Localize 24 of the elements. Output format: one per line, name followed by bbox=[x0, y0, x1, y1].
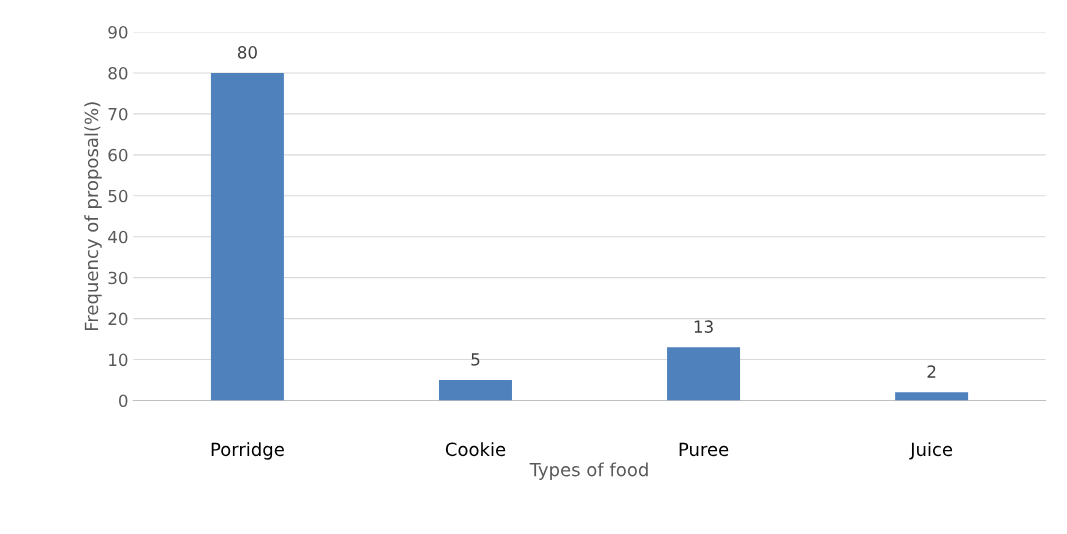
x-tick-label: Porridge bbox=[211, 442, 284, 460]
x-tick-label: Cookie bbox=[445, 442, 506, 457]
y-tick-label: 0 bbox=[119, 394, 128, 408]
y-tick-label: 60 bbox=[108, 148, 128, 162]
bar bbox=[895, 392, 969, 401]
data-label: 13 bbox=[694, 320, 713, 333]
y-tick-label: 20 bbox=[108, 312, 128, 326]
y-axis-title: Frequency of proposal(%) bbox=[84, 102, 102, 330]
y-tick-label: 90 bbox=[108, 26, 128, 39]
x-axis-title: Types of food bbox=[529, 462, 648, 480]
y-tick-label: 10 bbox=[109, 353, 128, 367]
y-tick-label: 30 bbox=[108, 271, 128, 285]
bar bbox=[438, 380, 512, 401]
y-tick-label: 80 bbox=[108, 66, 128, 80]
bar bbox=[210, 72, 284, 401]
y-tick-label: 70 bbox=[108, 107, 128, 121]
data-label: 5 bbox=[471, 353, 480, 366]
data-label: 2 bbox=[927, 365, 936, 378]
y-tick-label: 40 bbox=[108, 230, 128, 244]
x-tick-label: Puree bbox=[679, 442, 729, 457]
bar bbox=[667, 347, 741, 401]
y-tick-label: 50 bbox=[108, 189, 128, 203]
x-tick-label: Juice bbox=[909, 442, 953, 460]
data-label: 80 bbox=[237, 46, 257, 59]
